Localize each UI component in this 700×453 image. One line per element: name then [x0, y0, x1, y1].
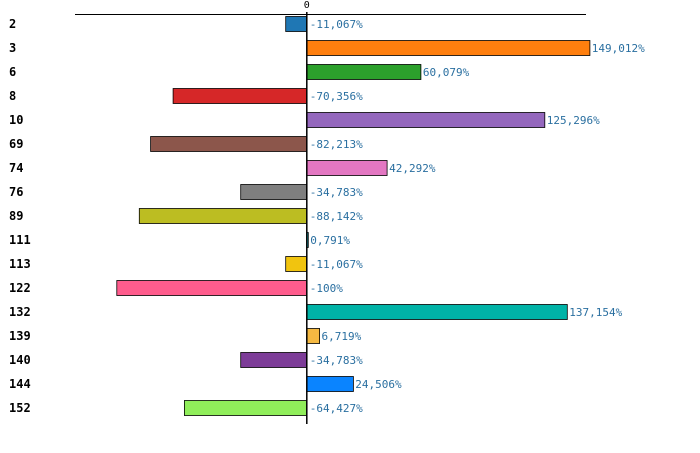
bar-122 [116, 280, 308, 296]
bars-group [116, 16, 591, 416]
value-label: -34,783% [310, 186, 363, 199]
bar-113 [285, 256, 308, 272]
value-label: -100% [310, 282, 343, 295]
labels-group: 2 -11,067% 3 149,012% 6 60,079% 8 -70,356% 10 125… [9, 17, 645, 415]
category-label: 3 [9, 41, 16, 55]
value-label: -70,356% [310, 90, 363, 103]
category-label: 122 [9, 281, 31, 295]
value-label: 0,791% [310, 234, 350, 247]
category-label: 76 [9, 185, 23, 199]
value-label: -34,783% [310, 354, 363, 367]
bar-140 [240, 352, 308, 368]
ticks-group: 0 [304, 0, 310, 11]
value-label: 42,292% [389, 162, 436, 175]
category-label: 140 [9, 353, 31, 367]
category-label: 144 [9, 377, 31, 391]
bar-76 [240, 184, 308, 200]
bar-139 [306, 328, 320, 344]
bar-10 [306, 112, 546, 128]
category-label: 139 [9, 329, 31, 343]
value-label: 125,296% [547, 114, 600, 127]
bar-144 [306, 376, 354, 392]
tick-label: 0 [304, 0, 310, 11]
category-label: 113 [9, 257, 31, 271]
bar-8 [172, 88, 308, 104]
value-label: -11,067% [310, 258, 363, 271]
category-label: 152 [9, 401, 31, 415]
value-label: -82,213% [310, 138, 363, 151]
value-label: -88,142% [310, 210, 363, 223]
category-label: 132 [9, 305, 31, 319]
value-label: 6,719% [322, 330, 362, 343]
category-label: 8 [9, 89, 16, 103]
category-label: 89 [9, 209, 23, 223]
bar-3 [306, 40, 591, 56]
value-label: -64,427% [310, 402, 363, 415]
bar-6 [306, 64, 422, 80]
category-label: 69 [9, 137, 23, 151]
value-label: 24,506% [355, 378, 402, 391]
value-label: 60,079% [423, 66, 470, 79]
bar-132 [306, 304, 568, 320]
bar-2 [285, 16, 308, 32]
category-label: 111 [9, 233, 31, 247]
category-label: 6 [9, 65, 16, 79]
category-label: 10 [9, 113, 23, 127]
category-label: 74 [9, 161, 23, 175]
bar-89 [138, 208, 308, 224]
bar-74 [306, 160, 388, 176]
bar-152 [183, 400, 308, 416]
bar-69 [150, 136, 308, 152]
value-label: 137,154% [569, 306, 622, 319]
value-label: 149,012% [592, 42, 645, 55]
value-label: -11,067% [310, 18, 363, 31]
category-label: 2 [9, 17, 16, 31]
